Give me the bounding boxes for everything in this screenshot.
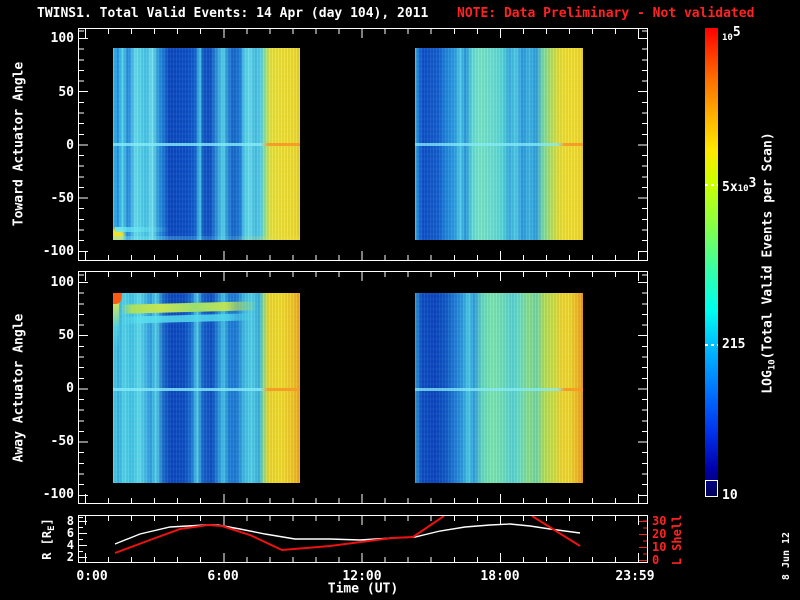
away-heatmap-segment-2	[415, 293, 583, 483]
r-re-line	[114, 523, 581, 545]
r-tick-label: 8	[66, 514, 74, 528]
l-shell-axis-label: L Shell	[670, 514, 684, 566]
tick-marks	[79, 553, 647, 562]
tick-marks	[79, 251, 647, 260]
ytick-label: -50	[50, 434, 74, 449]
colorbar	[705, 28, 718, 497]
cyan-band	[121, 313, 256, 324]
left-edge-streak	[113, 301, 119, 349]
l-shell-line-a	[114, 516, 445, 554]
l-shell-tick-marks	[639, 516, 647, 562]
ytick-label: 0	[66, 381, 74, 396]
r-axis-label: R [RE]	[40, 518, 57, 560]
ytick-label: -100	[42, 244, 74, 259]
tick-marks	[79, 494, 647, 503]
away-heatmap-segment-1	[113, 293, 300, 483]
colorbar-tick-dash	[705, 184, 718, 186]
colorbar-tick-label: 5x103	[722, 176, 757, 195]
ytick-label: 0	[66, 138, 74, 153]
tick-marks	[79, 272, 647, 281]
plot-date-stamp: 8 Jun 12	[781, 531, 792, 581]
x-axis-label: Time (UT)	[327, 581, 399, 597]
xtick-label: 6:00	[207, 569, 239, 584]
zero-angle-stripe	[415, 388, 583, 391]
wavy-band	[120, 301, 256, 328]
page-title: TWINS1. Total Valid Events: 14 Apr (day …	[37, 6, 429, 21]
zero-angle-stripe	[415, 143, 583, 146]
l-tick-label: 0	[652, 553, 660, 567]
xtick-label: 18:00	[480, 569, 520, 584]
toward-spectrogram-panel	[78, 28, 648, 261]
zero-angle-stripe	[113, 388, 300, 391]
orange-spot	[113, 293, 122, 304]
ytick-label: 50	[58, 328, 74, 343]
colorbar-tick-label: 215	[722, 337, 746, 352]
r-tick-label: 2	[66, 550, 74, 564]
xtick-label: 23:59	[615, 569, 655, 584]
ytick-label: 100	[50, 31, 74, 46]
xtick-label: 0:00	[76, 569, 108, 584]
r-tick-label: 6	[66, 526, 74, 540]
tick-marks	[638, 29, 647, 260]
tick-marks	[79, 272, 88, 503]
ytick-label: -100	[42, 487, 74, 502]
bottom-edge-smear	[113, 236, 300, 240]
tick-marks	[79, 516, 87, 562]
toward-heatmap-segment-1	[113, 48, 300, 240]
tick-marks	[79, 516, 647, 525]
colorbar-axis-label: LOG10(Total Valid Events per Scan)	[760, 132, 778, 394]
toward-heatmap-segment-2	[415, 48, 583, 240]
l-tick-label: 30	[652, 514, 667, 528]
colorbar-tick-dash	[705, 344, 718, 346]
cyan-streak	[115, 227, 170, 232]
zero-angle-stripe	[113, 143, 300, 146]
toward-y-axis-label: Toward Actuator Angle	[11, 61, 27, 227]
colorbar-tick-label: 105	[722, 25, 741, 43]
tick-marks	[638, 272, 647, 503]
tick-marks	[79, 29, 88, 260]
ytick-label: 100	[50, 275, 74, 290]
away-spectrogram-panel	[78, 271, 648, 504]
colorbar-tick-label: 10	[722, 488, 738, 503]
r-tick-label: 4	[66, 538, 74, 552]
colorbar-frame	[705, 480, 718, 497]
xtick-label: 12:00	[342, 569, 382, 584]
ephemeris-panel	[78, 515, 648, 563]
preliminary-note: NOTE: Data Preliminary - Not validated	[457, 6, 755, 21]
tick-marks	[79, 29, 647, 38]
ytick-label: 50	[58, 85, 74, 100]
l-tick-label: 10	[652, 540, 667, 554]
l-tick-label: 20	[652, 527, 667, 541]
ytick-label: -50	[50, 191, 74, 206]
away-y-axis-label: Away Actuator Angle	[11, 313, 27, 463]
